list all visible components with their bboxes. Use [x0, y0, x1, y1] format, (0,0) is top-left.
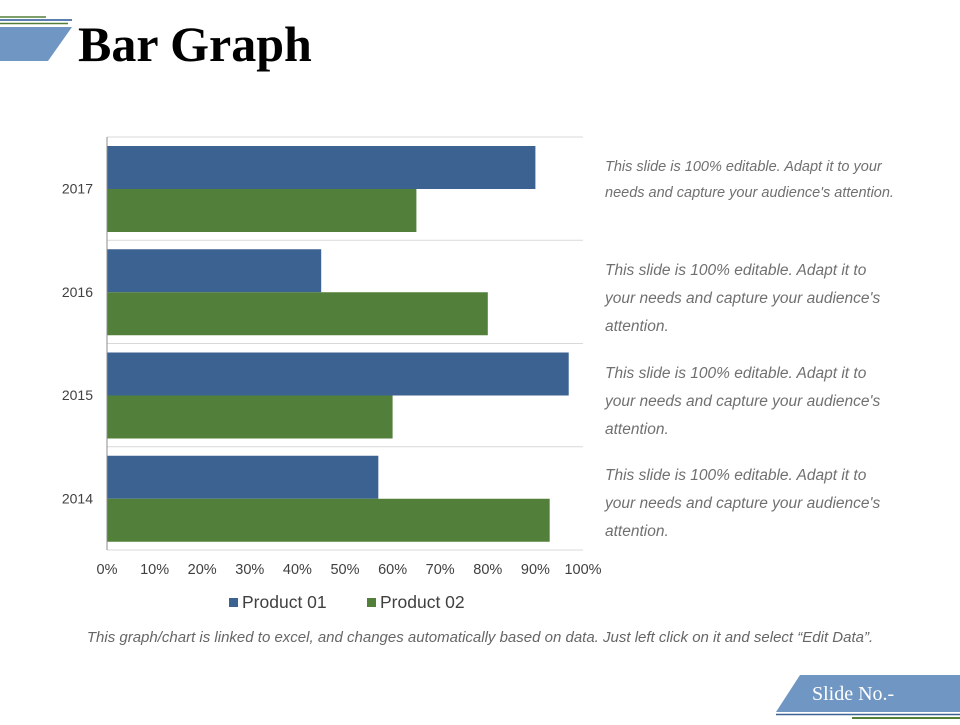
legend-label-1: Product 01	[242, 592, 327, 612]
y-tick-label: 2014	[62, 490, 93, 506]
slide-number-shape	[776, 675, 960, 719]
bar-2015-series-2	[107, 395, 393, 439]
y-tick-label: 2016	[62, 284, 93, 300]
note-text-2015: This slide is 100% editable. Adapt it to…	[605, 365, 881, 438]
x-tick-label: 70%	[426, 562, 455, 578]
bar-2016-series-2	[107, 292, 488, 336]
legend-swatch-1	[229, 598, 238, 607]
y-tick-label: 2015	[62, 387, 93, 403]
x-tick-label: 90%	[521, 562, 550, 578]
x-tick-label: 10%	[140, 562, 169, 578]
bar-2016-series-1	[107, 249, 322, 293]
slide-number-badge: Slide No.-	[776, 675, 960, 720]
note-text-2016: This slide is 100% editable. Adapt it to…	[605, 262, 881, 335]
slide-number-label: Slide No.-	[812, 683, 895, 705]
legend-label-2: Product 02	[380, 592, 465, 612]
legend-swatch-2	[367, 598, 376, 607]
bar-2017-series-1	[107, 146, 536, 189]
bar-2014-series-2	[107, 498, 550, 542]
note-text-2014: This slide is 100% editable. Adapt it to…	[605, 467, 881, 540]
bar-2015-series-1	[107, 352, 569, 396]
x-tick-label: 80%	[473, 562, 502, 578]
note-text-2017: This slide is 100% editable. Adapt it to…	[605, 159, 894, 201]
x-tick-label: 100%	[564, 562, 601, 578]
x-tick-label: 20%	[188, 562, 217, 578]
slide-title: Bar Graph	[78, 16, 312, 72]
bar-2014-series-1	[107, 455, 379, 499]
x-tick-label: 40%	[283, 562, 312, 578]
header-decoration	[0, 16, 72, 61]
x-tick-label: 50%	[330, 562, 359, 578]
footer-note: This graph/chart is linked to excel, and…	[86, 629, 874, 646]
x-tick-label: 60%	[378, 562, 407, 578]
x-tick-label: 30%	[235, 562, 264, 578]
y-tick-label: 2017	[62, 181, 93, 197]
bar-2017-series-2	[107, 189, 417, 232]
x-tick-label: 0%	[97, 562, 118, 578]
